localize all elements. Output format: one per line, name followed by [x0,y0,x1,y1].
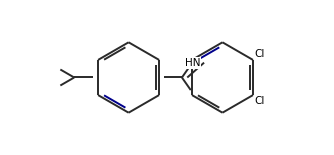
Text: Cl: Cl [255,49,265,59]
Text: HN: HN [185,58,200,68]
Text: Cl: Cl [255,96,265,106]
